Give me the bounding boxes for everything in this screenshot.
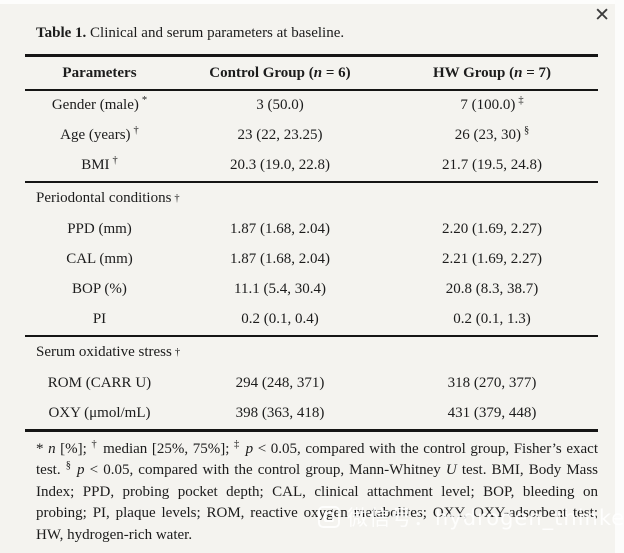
table-row-cal: CAL (mm) 1.87 (1.68, 2.04) 2.21 (1.69, 2… <box>25 245 598 275</box>
hw-cell: 20.8 (8.3, 38.7) <box>445 281 539 297</box>
param-cell: BOP (%) <box>72 281 127 297</box>
control-cell: 3 (50.0) <box>256 97 304 113</box>
param-cell: Gender (male) * <box>25 95 174 114</box>
page-edge-top <box>0 0 624 4</box>
param-cell: BMI † <box>25 155 174 174</box>
table-title-label: Table 1. <box>36 25 87 41</box>
param-cell: ROM (CARR U) <box>47 375 152 391</box>
table-row-bmi: BMI † 20.3 (19.0, 22.8) 21.7 (19.5, 24.8) <box>25 151 598 181</box>
control-cell: 1.87 (1.68, 2.04) <box>229 221 330 237</box>
close-icon[interactable]: ✕ <box>594 4 610 26</box>
hw-cell: 21.7 (19.5, 24.8) <box>441 157 542 173</box>
table-row-ppd: PPD (mm) 1.87 (1.68, 2.04) 2.20 (1.69, 2… <box>25 215 598 245</box>
table-1: Table 1. Clinical and serum parameters a… <box>25 20 598 546</box>
page-edge-right <box>615 0 624 553</box>
table-row-bop: BOP (%) 11.1 (5.4, 30.4) 20.8 (8.3, 38.7… <box>25 275 598 305</box>
section-label: Periodontal conditions <box>36 190 172 206</box>
table-rule-section-2 <box>25 334 598 337</box>
control-cell: 23 (22, 23.25) <box>237 127 323 143</box>
table-title-text: Clinical and serum parameters at baselin… <box>86 25 345 41</box>
control-cell: 398 (363, 418) <box>235 405 325 421</box>
param-label: BMI <box>81 157 110 173</box>
hw-cell: 26 (23, 30) § <box>386 125 598 144</box>
param-sup: † <box>112 155 118 166</box>
control-cell: 294 (248, 371) <box>235 375 325 391</box>
section-header-periodontal: Periodontal conditions † <box>36 190 180 206</box>
header-hw-post: = 7) <box>522 65 551 81</box>
param-cell: CAL (mm) <box>66 251 133 267</box>
param-cell: PI <box>92 311 107 327</box>
hw-cell: 2.20 (1.69, 2.27) <box>441 221 542 237</box>
table-rule-section-1 <box>25 180 598 183</box>
hw-cell: 318 (270, 377) <box>447 375 537 391</box>
param-sup: † <box>133 125 139 136</box>
header-control-n: n <box>313 65 323 81</box>
header-control-post: = 6) <box>322 65 351 81</box>
hw-cell: 2.21 (1.69, 2.27) <box>441 251 542 267</box>
hw-value: 26 (23, 30) <box>454 127 521 143</box>
table-row-rom: ROM (CARR U) 294 (248, 371) 318 (270, 37… <box>25 369 598 399</box>
table-rule-top <box>25 54 598 57</box>
param-label: Gender (male) <box>51 97 139 113</box>
table-row-gender: Gender (male) * 3 (50.0) 7 (100.0) ‡ <box>25 91 598 121</box>
table-rule-header <box>25 89 598 91</box>
table-header-row: Parameters Control Group (n = 6) HW Grou… <box>25 57 598 89</box>
control-cell: 1.87 (1.68, 2.04) <box>229 251 330 267</box>
header-control-group: Control Group (n = 6) <box>174 65 386 82</box>
control-cell: 11.1 (5.4, 30.4) <box>234 281 326 297</box>
header-hw-group: HW Group (n = 7) <box>386 65 598 82</box>
param-sup: * <box>141 95 148 106</box>
hw-cell: 0.2 (0.1, 1.3) <box>453 311 531 327</box>
table-title: Table 1. Clinical and serum parameters a… <box>36 25 598 42</box>
param-label: Age (years) <box>60 127 131 143</box>
table-row-age: Age (years) † 23 (22, 23.25) 26 (23, 30) § <box>25 121 598 151</box>
section-label: Serum oxidative stress <box>36 344 172 360</box>
header-parameters: Parameters <box>62 65 137 81</box>
hw-value: 7 (100.0) <box>460 97 516 113</box>
table-rule-bottom <box>25 428 598 432</box>
hw-cell: 431 (379, 448) <box>447 405 537 421</box>
hw-sup: ‡ <box>518 95 524 106</box>
hw-sup: § <box>523 125 530 136</box>
header-hw-n: n <box>514 65 523 81</box>
table-row-oxy: OXY (μmol/mL) 398 (363, 418) 431 (379, 4… <box>25 399 598 429</box>
header-hw-pre: HW Group ( <box>432 65 515 81</box>
table-footnote: * n [%]; † median [25%, 75%]; ‡ p < 0.05… <box>36 438 599 543</box>
param-cell: Age (years) † <box>25 125 174 144</box>
header-control-pre: Control Group ( <box>209 65 314 81</box>
control-cell: 0.2 (0.1, 0.4) <box>241 311 319 327</box>
control-cell: 20.3 (19.0, 22.8) <box>229 157 330 173</box>
param-cell: OXY (μmol/mL) <box>48 405 151 421</box>
table-row-pi: PI 0.2 (0.1, 0.4) 0.2 (0.1, 1.3) <box>25 305 598 335</box>
section-header-serum: Serum oxidative stress † <box>36 344 181 360</box>
hw-cell: 7 (100.0) ‡ <box>386 95 598 114</box>
param-cell: PPD (mm) <box>67 221 132 237</box>
